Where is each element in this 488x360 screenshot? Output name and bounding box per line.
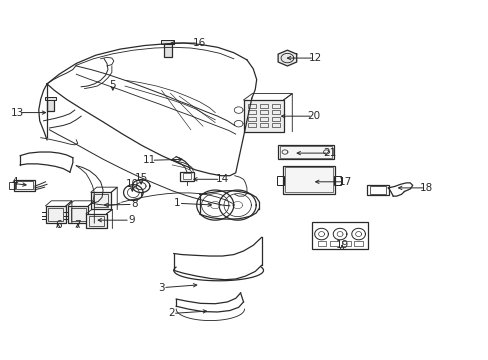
Bar — [86, 214, 106, 228]
Bar — [248, 110, 256, 114]
Bar — [14, 180, 35, 191]
Text: 14: 14 — [215, 174, 228, 184]
Bar — [182, 173, 191, 179]
Text: 8: 8 — [131, 199, 137, 210]
Bar — [271, 110, 279, 114]
Text: 1: 1 — [174, 198, 180, 208]
Text: 9: 9 — [128, 215, 134, 225]
Text: 20: 20 — [307, 111, 320, 121]
Bar — [333, 176, 340, 185]
Text: 16: 16 — [193, 38, 206, 48]
Bar — [9, 182, 15, 189]
Bar — [94, 194, 108, 207]
Text: 21: 21 — [323, 148, 336, 158]
Text: 12: 12 — [308, 53, 322, 63]
Bar — [260, 104, 267, 108]
Bar — [16, 181, 33, 189]
Text: 4: 4 — [11, 177, 18, 187]
Text: 17: 17 — [339, 177, 352, 187]
Text: 10: 10 — [125, 179, 139, 189]
Bar — [89, 216, 103, 226]
Bar — [163, 43, 172, 57]
Bar — [276, 176, 283, 185]
Bar — [248, 117, 256, 121]
Text: 13: 13 — [11, 108, 24, 118]
Bar — [277, 145, 333, 159]
Bar — [260, 110, 267, 114]
Bar — [366, 185, 388, 195]
Bar — [341, 241, 350, 246]
Polygon shape — [278, 50, 296, 66]
Bar — [279, 146, 331, 158]
Bar — [71, 208, 85, 221]
Bar — [369, 186, 386, 194]
Bar — [45, 206, 66, 223]
Bar — [248, 123, 256, 127]
Bar — [311, 222, 367, 249]
Text: 3: 3 — [158, 283, 164, 293]
Text: 19: 19 — [335, 239, 348, 249]
Text: 18: 18 — [419, 183, 432, 193]
Bar — [317, 241, 326, 246]
Bar — [46, 98, 54, 111]
Bar — [285, 167, 332, 192]
Text: 2: 2 — [168, 309, 174, 318]
Bar — [271, 104, 279, 108]
Text: 11: 11 — [143, 155, 156, 165]
Text: 6: 6 — [55, 220, 61, 230]
Bar — [161, 40, 173, 44]
Bar — [248, 104, 256, 108]
Text: 5: 5 — [109, 80, 116, 90]
Bar — [68, 206, 88, 223]
Text: 15: 15 — [134, 173, 147, 183]
Bar — [271, 117, 279, 121]
Bar — [271, 123, 279, 127]
Text: 7: 7 — [74, 220, 81, 230]
Bar — [91, 192, 111, 210]
Bar — [243, 100, 283, 132]
Bar — [282, 166, 334, 194]
Bar — [260, 117, 267, 121]
Bar — [180, 172, 193, 181]
Bar — [329, 241, 338, 246]
Bar — [48, 208, 63, 221]
Bar — [260, 123, 267, 127]
Bar — [44, 97, 56, 100]
Bar — [353, 241, 362, 246]
